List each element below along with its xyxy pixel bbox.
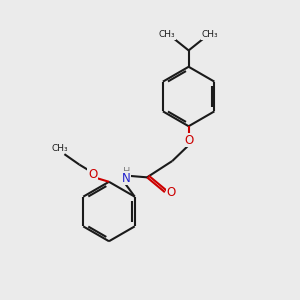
- Text: O: O: [88, 168, 97, 181]
- Text: H: H: [122, 167, 130, 177]
- Text: N: N: [122, 172, 130, 185]
- Text: CH₃: CH₃: [202, 31, 218, 40]
- Text: CH₃: CH₃: [52, 144, 68, 153]
- Text: O: O: [184, 134, 193, 147]
- Text: CH₃: CH₃: [159, 31, 175, 40]
- Text: O: O: [167, 186, 176, 199]
